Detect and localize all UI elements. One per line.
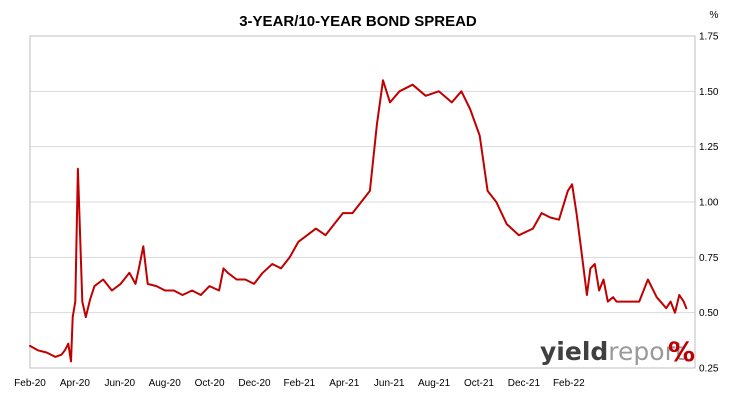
x-tick-label: Oct-21 [464, 378, 494, 389]
x-tick-label: Dec-21 [508, 378, 541, 389]
logo-percent-icon: % [668, 337, 695, 368]
x-tick-label: Jun-21 [374, 378, 405, 389]
logo-text: yieldreport [540, 337, 685, 366]
y-tick-label: 1.50 [699, 87, 719, 98]
y-tick-label: 1.00 [699, 198, 719, 209]
logo-report: report [608, 337, 685, 366]
y-tick-label: 0.25 [699, 364, 719, 375]
series-layer [29, 79, 688, 363]
x-tick-label: Aug-20 [149, 378, 182, 389]
x-tick-label: Oct-20 [195, 378, 225, 389]
x-tick-label: Aug-21 [418, 378, 451, 389]
x-axis-tick-labels: Feb-20 Apr-20 Jun-20 Aug-20 Oct-20 Dec-20 Feb-… [14, 378, 585, 389]
x-tick-label: Apr-20 [60, 378, 90, 389]
yieldreport-logo: yieldreport % [540, 337, 695, 368]
y-axis-tick-labels: 0.25 0.50 0.75 1.00 1.25 1.50 1.75 [699, 32, 719, 375]
x-tick-label: Feb-20 [14, 378, 46, 389]
logo-yield: yield [540, 337, 608, 366]
x-tick-label: Jun-20 [105, 378, 136, 389]
x-tick-label: Feb-22 [553, 378, 585, 389]
y-tick-label: 1.25 [699, 142, 719, 153]
y-tick-label: 0.50 [699, 308, 719, 319]
chart-title: 3-YEAR/10-YEAR BOND SPREAD [239, 13, 477, 30]
x-tick-label: Dec-20 [238, 378, 271, 389]
y-axis-unit: % [710, 10, 719, 21]
x-tick-label: Apr-21 [329, 378, 359, 389]
y-tick-label: 1.75 [699, 32, 719, 43]
x-tick-label: Feb-21 [284, 378, 316, 389]
y-tick-label: 0.75 [699, 253, 719, 264]
plot-area-border [29, 35, 696, 369]
series-line-0 [29, 79, 688, 363]
